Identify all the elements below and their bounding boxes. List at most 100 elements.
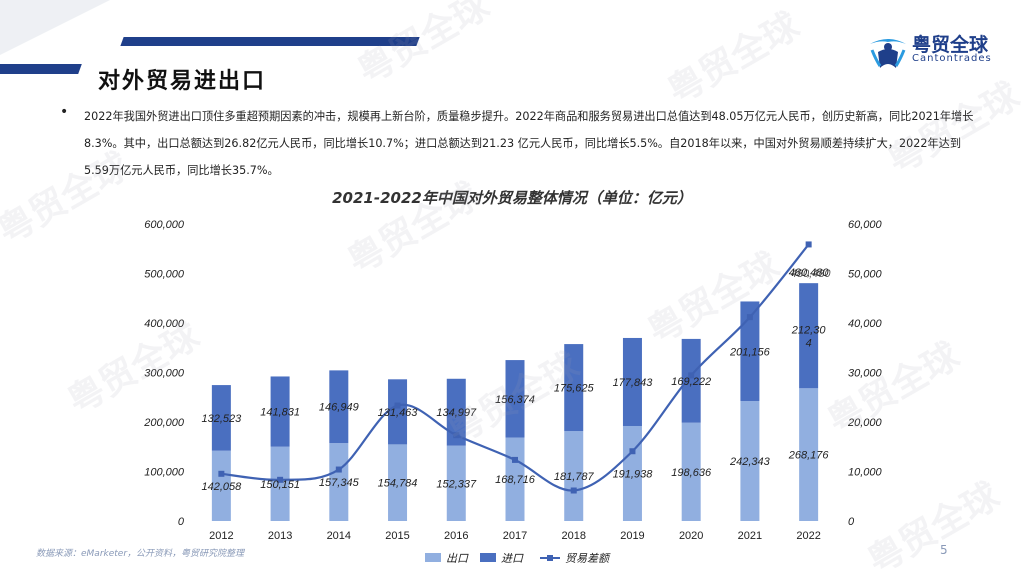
- bar-import: [446, 378, 466, 446]
- summary-paragraph: 2022年我国外贸进出口顶住多重超预期因素的冲击，规模再上新台阶，质量稳步提升。…: [84, 110, 974, 177]
- y-right-tick-label: 20,000: [847, 417, 883, 429]
- bar-import: [564, 344, 584, 432]
- bar-export: [681, 422, 701, 521]
- y-right-tick-label: 40,000: [848, 318, 883, 330]
- bar-import: [211, 385, 231, 451]
- x-tick-label: 2014: [327, 530, 351, 542]
- bar-export: [799, 388, 819, 521]
- bullet-icon: •: [60, 104, 69, 120]
- import-data-label: 131,463: [378, 407, 419, 419]
- y-left-tick-label: 400,000: [144, 318, 185, 330]
- import-data-label: 169,222: [671, 376, 711, 388]
- import-data-label: 141,831: [260, 407, 300, 419]
- x-tick-label: 2022: [796, 530, 820, 542]
- y-left-tick-label: 300,000: [144, 368, 185, 380]
- x-tick-label: 2016: [444, 530, 468, 542]
- bar-export: [740, 401, 760, 521]
- x-tick-label: 2020: [679, 530, 703, 542]
- y-left-tick-label: 600,000: [144, 219, 185, 231]
- bar-import: [329, 370, 349, 444]
- balance-line: [221, 243, 810, 492]
- export-data-label: 168,716: [495, 474, 536, 486]
- legend-import-swatch: [480, 553, 496, 562]
- bar-export: [622, 425, 642, 521]
- balance-point: [453, 432, 460, 439]
- section-title: 对外贸易进出口: [98, 69, 267, 94]
- bar-import: [270, 376, 290, 447]
- total-label: 480,480: [789, 267, 830, 279]
- legend-export-label: 出口: [446, 552, 469, 565]
- page-number: 5: [940, 543, 948, 557]
- y-left-tick-label: 500,000: [144, 269, 185, 281]
- import-data-label: 132,523: [201, 413, 242, 425]
- balance-point: [394, 402, 401, 409]
- export-data-label: 191,938: [613, 468, 654, 480]
- import-data-label: 212,30 4: [791, 325, 827, 350]
- brand-subtitle: Cantontrades: [912, 53, 992, 64]
- export-data-label: 157,345: [319, 477, 360, 489]
- y-left-tick-label: 0: [178, 516, 185, 528]
- export-data-label: 154,784: [378, 478, 418, 490]
- x-tick-label: 2015: [385, 530, 409, 542]
- data-source: 数据来源：eMarketer，公开资料，粤贸研究院整理: [36, 549, 245, 559]
- x-tick-label: 2021: [738, 530, 762, 542]
- bar-export: [211, 450, 231, 521]
- y-right-tick-label: 60,000: [848, 219, 883, 231]
- bar-import: [799, 283, 819, 389]
- export-data-label: 242,343: [729, 456, 771, 468]
- brand-mark-icon: [870, 39, 906, 68]
- x-tick-label: 2012: [209, 530, 233, 542]
- balance-point: [512, 456, 518, 463]
- corner-decoration: [0, 0, 110, 55]
- import-data-label: 134,997: [436, 407, 477, 419]
- balance-point: [570, 487, 577, 494]
- brand-name: 粤贸全球: [912, 34, 989, 56]
- y-left-tick-label: 200,000: [143, 417, 185, 429]
- brand-logo: 粤贸全球 Cantontrades: [866, 30, 1006, 70]
- export-data-label: 152,337: [436, 478, 477, 490]
- legend-export-swatch: [425, 553, 441, 562]
- balance-point: [277, 476, 284, 483]
- import-data-label: 156,374: [495, 394, 535, 406]
- y-right-tick-label: 30,000: [848, 368, 883, 380]
- y-right-tick-label: 50,000: [848, 269, 883, 281]
- x-tick-label: 2017: [503, 530, 527, 542]
- legend-balance-marker: [547, 555, 553, 561]
- bar-export: [446, 445, 466, 521]
- balance-point: [746, 314, 753, 321]
- export-data-label: 150,151: [260, 479, 300, 491]
- y-right-tick-label: 10,000: [848, 467, 883, 479]
- import-data-label: 201,156: [729, 346, 771, 358]
- import-data-label: 177,843: [613, 377, 654, 389]
- bar-import: [388, 379, 408, 445]
- bar-export: [388, 444, 408, 521]
- export-data-label: 198,636: [671, 467, 712, 479]
- balance-point: [218, 470, 225, 477]
- import-data-label: 146,949: [319, 402, 359, 414]
- export-data-label: 268,176: [788, 450, 830, 462]
- bar-export: [564, 431, 584, 521]
- bar-export: [329, 443, 349, 521]
- bar-import: [505, 360, 525, 438]
- balance-point: [629, 448, 636, 455]
- balance-point: [688, 372, 695, 379]
- bar-import: [740, 301, 760, 402]
- y-right-tick-label: 0: [848, 516, 855, 528]
- chart-title: 2021-2022年中国对外贸易整体情况（单位：亿元）: [332, 189, 692, 207]
- export-data-label: 181,787: [554, 471, 595, 483]
- total-label-ghost: 480,480: [791, 268, 832, 280]
- x-tick-label: 2013: [268, 530, 292, 542]
- x-tick-label: 2019: [620, 530, 644, 542]
- balance-point: [805, 241, 812, 248]
- legend-import-label: 进口: [501, 552, 524, 565]
- balance-point: [335, 466, 342, 473]
- bar-import: [681, 338, 701, 423]
- bar-export: [270, 446, 290, 521]
- bar-import: [622, 337, 642, 426]
- import-data-label: 175,625: [554, 383, 595, 395]
- x-tick-label: 2018: [561, 530, 585, 542]
- legend-balance-label: 贸易差额: [565, 552, 611, 565]
- export-data-label: 142,058: [201, 481, 242, 493]
- y-left-tick-label: 100,000: [144, 467, 185, 479]
